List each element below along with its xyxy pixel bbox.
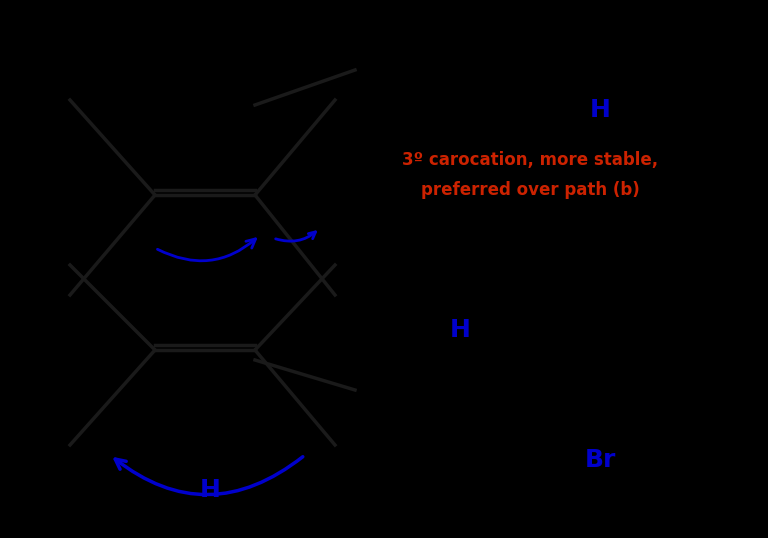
- FancyArrowPatch shape: [115, 457, 303, 494]
- Text: Br: Br: [584, 448, 616, 472]
- FancyArrowPatch shape: [276, 232, 316, 241]
- FancyArrowPatch shape: [157, 239, 256, 261]
- Text: preferred over path (b): preferred over path (b): [421, 181, 640, 199]
- Text: H: H: [200, 478, 220, 502]
- Text: H: H: [590, 98, 611, 122]
- Text: H: H: [449, 318, 471, 342]
- Text: 3º carocation, more stable,: 3º carocation, more stable,: [402, 151, 658, 169]
